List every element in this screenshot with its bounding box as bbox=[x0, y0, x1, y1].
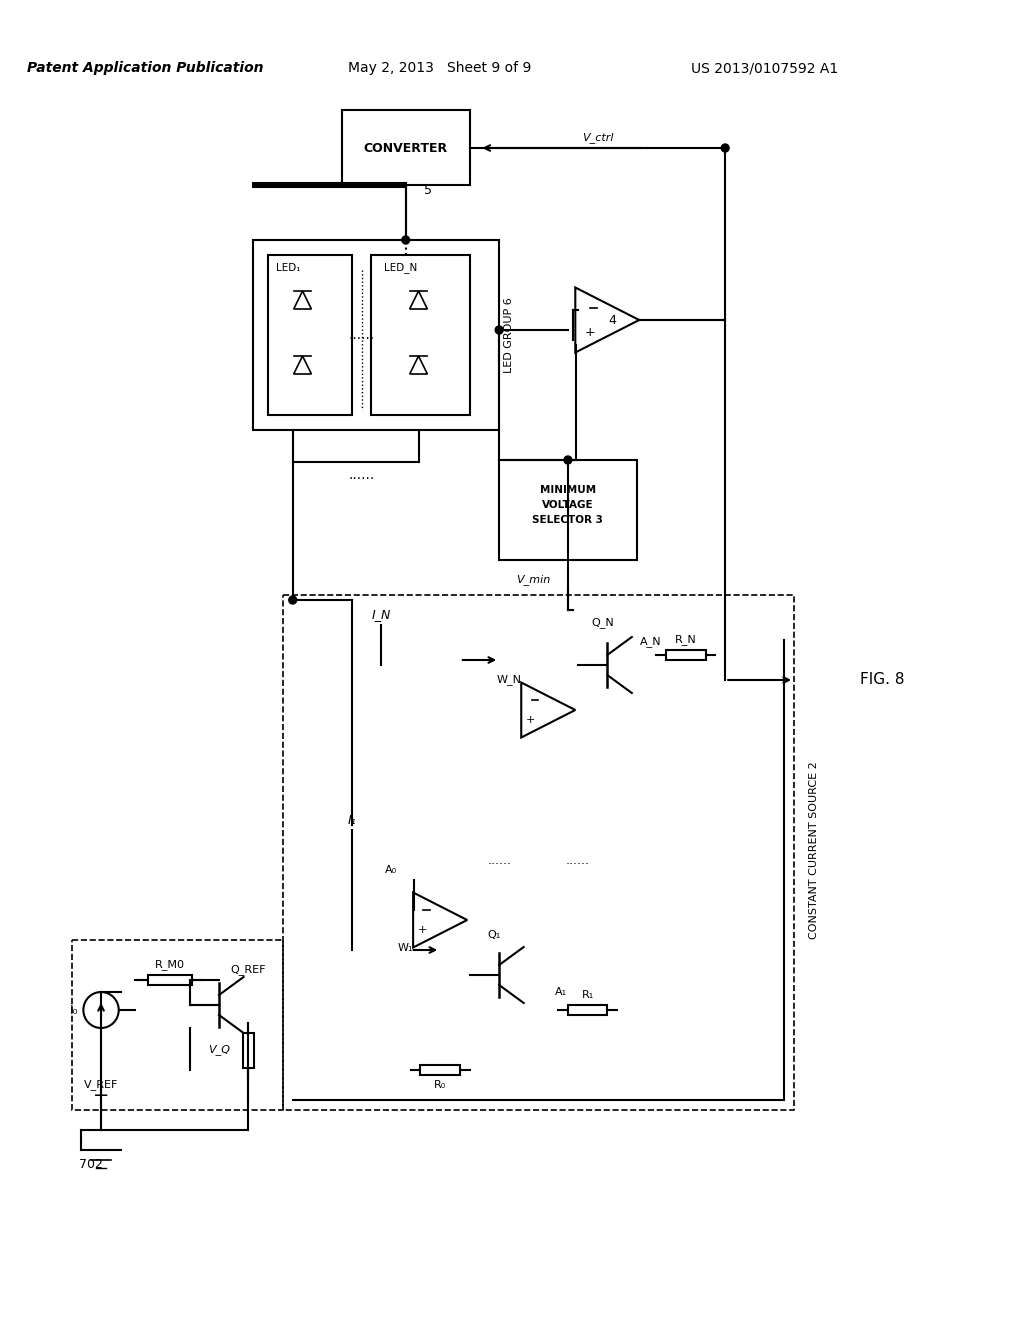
Text: R_N: R_N bbox=[675, 635, 696, 645]
Text: 702: 702 bbox=[79, 1159, 103, 1172]
Text: Q_REF: Q_REF bbox=[230, 965, 266, 975]
Circle shape bbox=[564, 455, 571, 465]
Text: V_Q: V_Q bbox=[208, 1044, 230, 1056]
Circle shape bbox=[496, 326, 503, 334]
Text: CONVERTER: CONVERTER bbox=[364, 141, 447, 154]
Text: Q_N: Q_N bbox=[591, 618, 613, 628]
Text: LED₁: LED₁ bbox=[275, 263, 300, 273]
Text: May 2, 2013   Sheet 9 of 9: May 2, 2013 Sheet 9 of 9 bbox=[348, 61, 531, 75]
Text: MINIMUM: MINIMUM bbox=[540, 484, 596, 495]
Text: R_M0: R_M0 bbox=[155, 960, 185, 970]
Text: W_N: W_N bbox=[497, 675, 521, 685]
Text: R₀: R₀ bbox=[434, 1080, 446, 1090]
Circle shape bbox=[721, 144, 729, 152]
Text: A₁: A₁ bbox=[555, 987, 567, 997]
Text: ......: ...... bbox=[348, 327, 375, 342]
Text: A_N: A_N bbox=[640, 636, 662, 647]
Text: W₁: W₁ bbox=[398, 942, 414, 953]
Text: +: + bbox=[418, 925, 427, 935]
Text: A₀: A₀ bbox=[385, 865, 397, 875]
Text: I_N: I_N bbox=[372, 609, 391, 622]
Text: ......: ...... bbox=[565, 854, 590, 866]
Bar bbox=[243, 1032, 254, 1068]
Bar bbox=[147, 975, 191, 985]
Text: V_ctrl: V_ctrl bbox=[582, 132, 613, 144]
Text: LED GROUP 6: LED GROUP 6 bbox=[504, 297, 514, 372]
Text: SELECTOR 3: SELECTOR 3 bbox=[532, 515, 603, 525]
Circle shape bbox=[289, 597, 297, 605]
Text: FIG. 8: FIG. 8 bbox=[860, 672, 905, 688]
Text: +: + bbox=[526, 715, 536, 725]
Text: VOLTAGE: VOLTAGE bbox=[542, 500, 594, 510]
Text: V_REF: V_REF bbox=[84, 1080, 118, 1090]
Text: Patent Application Publication: Patent Application Publication bbox=[27, 61, 263, 75]
Text: ......: ...... bbox=[487, 854, 511, 866]
Text: CONSTANT CURRENT SOURCE 2: CONSTANT CURRENT SOURCE 2 bbox=[809, 762, 818, 939]
Text: I₀: I₀ bbox=[70, 1003, 78, 1016]
Text: 4: 4 bbox=[608, 314, 616, 326]
Circle shape bbox=[401, 236, 410, 244]
Text: Q₁: Q₁ bbox=[487, 931, 501, 940]
Text: I₁: I₁ bbox=[347, 813, 356, 826]
Text: +: + bbox=[585, 326, 595, 338]
Text: R₁: R₁ bbox=[582, 990, 594, 1001]
Bar bbox=[568, 1005, 607, 1015]
Text: −: − bbox=[93, 1085, 110, 1105]
Text: 5: 5 bbox=[424, 183, 432, 197]
Bar bbox=[421, 1065, 460, 1074]
Text: LED_N: LED_N bbox=[384, 263, 418, 273]
Bar bbox=[667, 649, 706, 660]
Text: V_min: V_min bbox=[516, 574, 551, 586]
Text: ......: ...... bbox=[348, 469, 375, 482]
Text: US 2013/0107592 A1: US 2013/0107592 A1 bbox=[691, 61, 838, 75]
